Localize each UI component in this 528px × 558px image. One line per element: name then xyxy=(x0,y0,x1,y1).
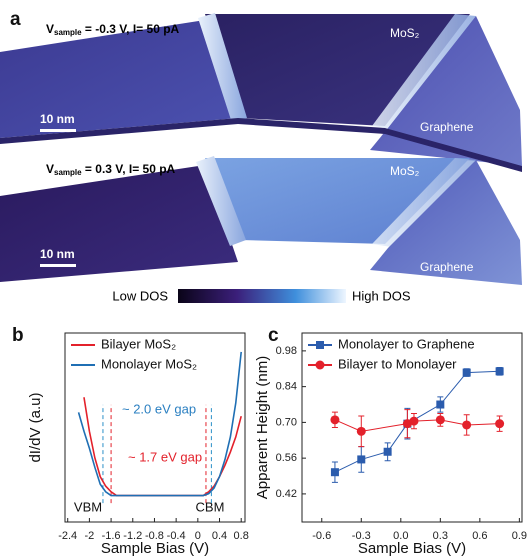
legend-label: Bilayer to Monolayer xyxy=(338,356,457,371)
y-tick-label: 0.98 xyxy=(276,345,297,357)
marker xyxy=(495,367,504,376)
x-tick-label: 0.3 xyxy=(433,530,448,542)
x-axis-label: Sample Bias (V) xyxy=(101,540,209,557)
legend-marker xyxy=(315,360,325,370)
plot-frame xyxy=(301,332,523,523)
legend-marker xyxy=(316,341,324,349)
marker xyxy=(462,420,472,430)
colorbar xyxy=(178,289,346,303)
substrate-label: Graphene xyxy=(420,260,474,274)
marker xyxy=(495,419,505,429)
bias-text: = -0.3 V, I= 50 pA xyxy=(82,22,180,36)
marker xyxy=(462,368,471,377)
series-line xyxy=(77,351,243,497)
annotation: VBM xyxy=(74,499,102,514)
marker xyxy=(357,455,366,464)
y-tick-label: 0.56 xyxy=(276,452,297,464)
x-tick-label: 0.4 xyxy=(212,530,227,542)
x-tick-label: -2.4 xyxy=(58,530,77,542)
legend-label: Bilayer MoS₂ xyxy=(101,336,176,351)
bias-subscript: sample xyxy=(54,28,82,37)
y-tick-label: 0.84 xyxy=(276,381,297,393)
bias-subscript: sample xyxy=(54,168,82,177)
panel-label: b xyxy=(12,325,24,346)
marker xyxy=(436,400,445,409)
plot-frame xyxy=(64,332,246,523)
x-tick-label: -0.3 xyxy=(352,530,371,542)
marker xyxy=(383,447,392,456)
scale-bar xyxy=(40,264,76,267)
x-tick-label: -1.2 xyxy=(123,530,142,542)
x-tick-label: -0.8 xyxy=(145,530,164,542)
scale-bar-label: 10 nm xyxy=(40,112,75,126)
stm-image-top xyxy=(0,13,522,172)
y-tick-label: 0.70 xyxy=(276,416,297,428)
marker xyxy=(330,468,339,477)
bias-label: Vsample = -0.3 V, I= 50 pA xyxy=(46,22,180,37)
x-axis-label: Sample Bias (V) xyxy=(358,540,466,557)
x-tick-label: 0.9 xyxy=(512,530,527,542)
x-tick-label: -0.4 xyxy=(167,530,186,542)
bias-text: = 0.3 V, I= 50 pA xyxy=(82,162,176,176)
x-tick-label: -1.6 xyxy=(102,530,121,542)
scale-bar xyxy=(40,129,76,132)
panel-label: a xyxy=(10,9,21,30)
marker xyxy=(330,415,340,425)
marker xyxy=(409,416,419,426)
legend-label: Monolayer MoS₂ xyxy=(101,356,197,371)
panel-label: c xyxy=(268,325,279,346)
x-tick-label: -0.6 xyxy=(312,530,331,542)
x-tick-label: 0.6 xyxy=(472,530,487,542)
legend-label: Monolayer to Graphene xyxy=(338,336,475,351)
stm-image-bottom xyxy=(0,156,522,285)
colorbar-high: High DOS xyxy=(352,288,411,303)
bias-label: Vsample = 0.3 V, I= 50 pA xyxy=(46,162,176,177)
x-tick-label: 0 xyxy=(195,530,201,542)
material-label: MoS₂ xyxy=(390,26,420,40)
annotation: CBM xyxy=(196,499,225,514)
bias-symbol: V xyxy=(46,22,54,36)
substrate-label: Graphene xyxy=(420,120,474,134)
bias-symbol: V xyxy=(46,162,54,176)
annotation: ~ 2.0 eV gap xyxy=(122,401,196,416)
material-label: MoS₂ xyxy=(390,164,420,178)
y-axis-label: Apparent Height (nm) xyxy=(254,356,271,499)
marker xyxy=(356,426,366,436)
colorbar-low: Low DOS xyxy=(112,288,168,303)
scale-bar-label: 10 nm xyxy=(40,247,75,261)
x-tick-label: 0.8 xyxy=(234,530,249,542)
y-axis-label: dI/dV (a.u) xyxy=(27,392,44,462)
annotation: ~ 1.7 eV gap xyxy=(128,449,202,464)
x-tick-label: 0.0 xyxy=(393,530,408,542)
x-tick-label: -2 xyxy=(85,530,95,542)
y-tick-label: 0.42 xyxy=(276,488,297,500)
marker xyxy=(435,415,445,425)
